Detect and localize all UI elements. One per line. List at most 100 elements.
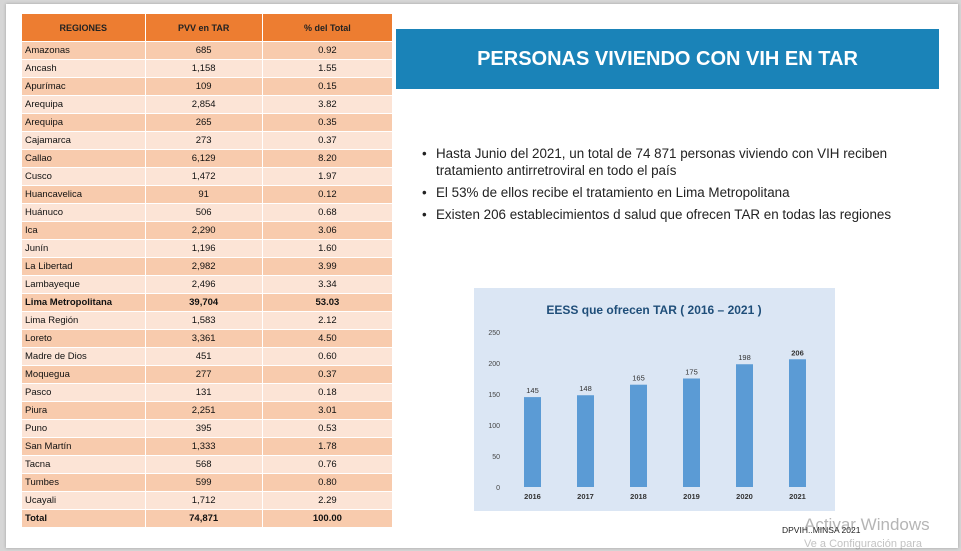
bar-2016 <box>524 397 541 487</box>
cell-region: Ica <box>21 221 146 240</box>
bullet-text: Existen 206 establecimientos d salud que… <box>436 207 892 222</box>
cell-pvv: 109 <box>144 77 263 96</box>
cell-region: Junín <box>21 239 146 258</box>
x-tick-label: 2016 <box>524 492 541 501</box>
slide: REGIONES PVV en TAR % del Total Amazonas… <box>6 4 958 548</box>
slide-title: PERSONAS VIVIENDO CON VIH EN TAR <box>396 29 939 89</box>
cell-region: Cusco <box>21 167 146 186</box>
chart-svg: EESS que ofrecen TAR ( 2016 – 2021 ) 0 50 1… <box>488 303 806 501</box>
data-label: 165 <box>632 374 645 383</box>
cell-pct: 3.99 <box>261 257 394 276</box>
cell-pct: 53.03 <box>261 293 394 312</box>
cell-pct: 0.68 <box>261 203 394 222</box>
table-row: Cajamarca 273 0.37 <box>21 131 394 150</box>
cell-region: Loreto <box>21 329 146 348</box>
cell-region: Tacna <box>21 455 146 474</box>
cell-pvv: 1,333 <box>144 437 263 456</box>
table-row: Lima Región 1,583 2.12 <box>21 311 394 330</box>
cell-region: Tumbes <box>21 473 146 492</box>
x-tick-label: 2021 <box>789 492 806 501</box>
cell-region: Lima Región <box>21 311 146 330</box>
cell-pct: 0.15 <box>261 77 394 96</box>
cell-pvv: 2,854 <box>144 95 263 114</box>
cell-pct: 0.37 <box>261 131 394 150</box>
slide-title-text: PERSONAS VIVIENDO CON VIH EN TAR <box>477 47 858 70</box>
cell-pvv: 91 <box>144 185 263 204</box>
cell-pct: 1.55 <box>261 59 394 78</box>
cell-region: Madre de Dios <box>21 347 146 366</box>
cell-pct: 0.76 <box>261 455 394 474</box>
cell-region: Huánuco <box>21 203 146 222</box>
cell-region: Callao <box>21 149 146 168</box>
bar-2020 <box>736 364 753 487</box>
cell-region: Moquegua <box>21 365 146 384</box>
data-label: 145 <box>526 386 539 395</box>
cell-pvv: 2,496 <box>144 275 263 294</box>
cell-pct: 0.80 <box>261 473 394 492</box>
data-label: 206 <box>791 348 804 357</box>
cell-pct: 0.92 <box>261 41 394 60</box>
cell-pvv: 273 <box>144 131 263 150</box>
data-label: 198 <box>738 353 751 362</box>
table-row: La Libertad 2,982 3.99 <box>21 257 394 276</box>
cell-region: San Martín <box>21 437 146 456</box>
cell-pvv: 1,472 <box>144 167 263 186</box>
bar-2018 <box>630 384 647 487</box>
header-pct: % del Total <box>261 13 394 42</box>
table-row: Junín 1,196 1.60 <box>21 239 394 258</box>
table-row: Arequipa 2,854 3.82 <box>21 95 394 114</box>
cell-pvv: 265 <box>144 113 263 132</box>
cell-pvv: 131 <box>144 383 263 402</box>
cell-pvv: 1,583 <box>144 311 263 330</box>
cell-pct: 100.00 <box>261 509 394 528</box>
y-tick-label: 100 <box>488 423 500 430</box>
x-tick-label: 2020 <box>736 492 753 501</box>
cell-region: Arequipa <box>21 113 146 132</box>
cell-pct: 0.35 <box>261 113 394 132</box>
cell-pct: 3.82 <box>261 95 394 114</box>
cell-region: Ancash <box>21 59 146 78</box>
cell-pct: 1.97 <box>261 167 394 186</box>
bar-2017 <box>577 395 594 487</box>
cell-region: La Libertad <box>21 257 146 276</box>
table-row: Ica 2,290 3.06 <box>21 221 394 240</box>
cell-pvv: 451 <box>144 347 263 366</box>
cell-pct: 1.78 <box>261 437 394 456</box>
x-tick-label: 2019 <box>683 492 700 501</box>
table-row: Apurímac 109 0.15 <box>21 77 394 96</box>
table-row: San Martín 1,333 1.78 <box>21 437 394 456</box>
cell-pct: 0.18 <box>261 383 394 402</box>
cell-pvv: 277 <box>144 365 263 384</box>
bar-2019 <box>683 378 700 487</box>
bullet-text: El 53% de ellos recibe el tratamiento en… <box>436 185 790 200</box>
cell-pct: 3.34 <box>261 275 394 294</box>
cell-pct: 8.20 <box>261 149 394 168</box>
cell-pct: 2.29 <box>261 491 394 510</box>
table-header-row: REGIONES PVV en TAR % del Total <box>21 13 394 42</box>
cell-region: Arequipa <box>21 95 146 114</box>
x-tick-label: 2018 <box>630 492 647 501</box>
cell-pvv: 1,196 <box>144 239 263 258</box>
bar-2021 <box>789 359 806 487</box>
bullet-dot: • <box>422 146 427 161</box>
y-tick-label: 250 <box>488 330 500 337</box>
cell-region: Puno <box>21 419 146 438</box>
cell-pct: 0.53 <box>261 419 394 438</box>
cell-region: Amazonas <box>21 41 146 60</box>
bullet-item: • El 53% de ellos recibe el tratamiento e… <box>422 184 892 201</box>
table-row: Madre de Dios 451 0.60 <box>21 347 394 366</box>
table-row: Tacna 568 0.76 <box>21 455 394 474</box>
cell-region: Piura <box>21 401 146 420</box>
cell-pvv: 2,251 <box>144 401 263 420</box>
cell-pct: 3.06 <box>261 221 394 240</box>
table-row: Piura 2,251 3.01 <box>21 401 394 420</box>
table-row: Ucayali 1,712 2.29 <box>21 491 394 510</box>
table-row: Arequipa 265 0.35 <box>21 113 394 132</box>
header-pvv: PVV en TAR <box>144 13 263 42</box>
cell-region: Lima Metropolitana <box>21 293 146 312</box>
table-row: Ancash 1,158 1.55 <box>21 59 394 78</box>
table-row: Total 74,871 100.00 <box>21 509 394 528</box>
cell-region: Ucayali <box>21 491 146 510</box>
data-label: 148 <box>579 384 592 393</box>
bullet-item: • Existen 206 establecimientos d salud qu… <box>422 206 892 223</box>
